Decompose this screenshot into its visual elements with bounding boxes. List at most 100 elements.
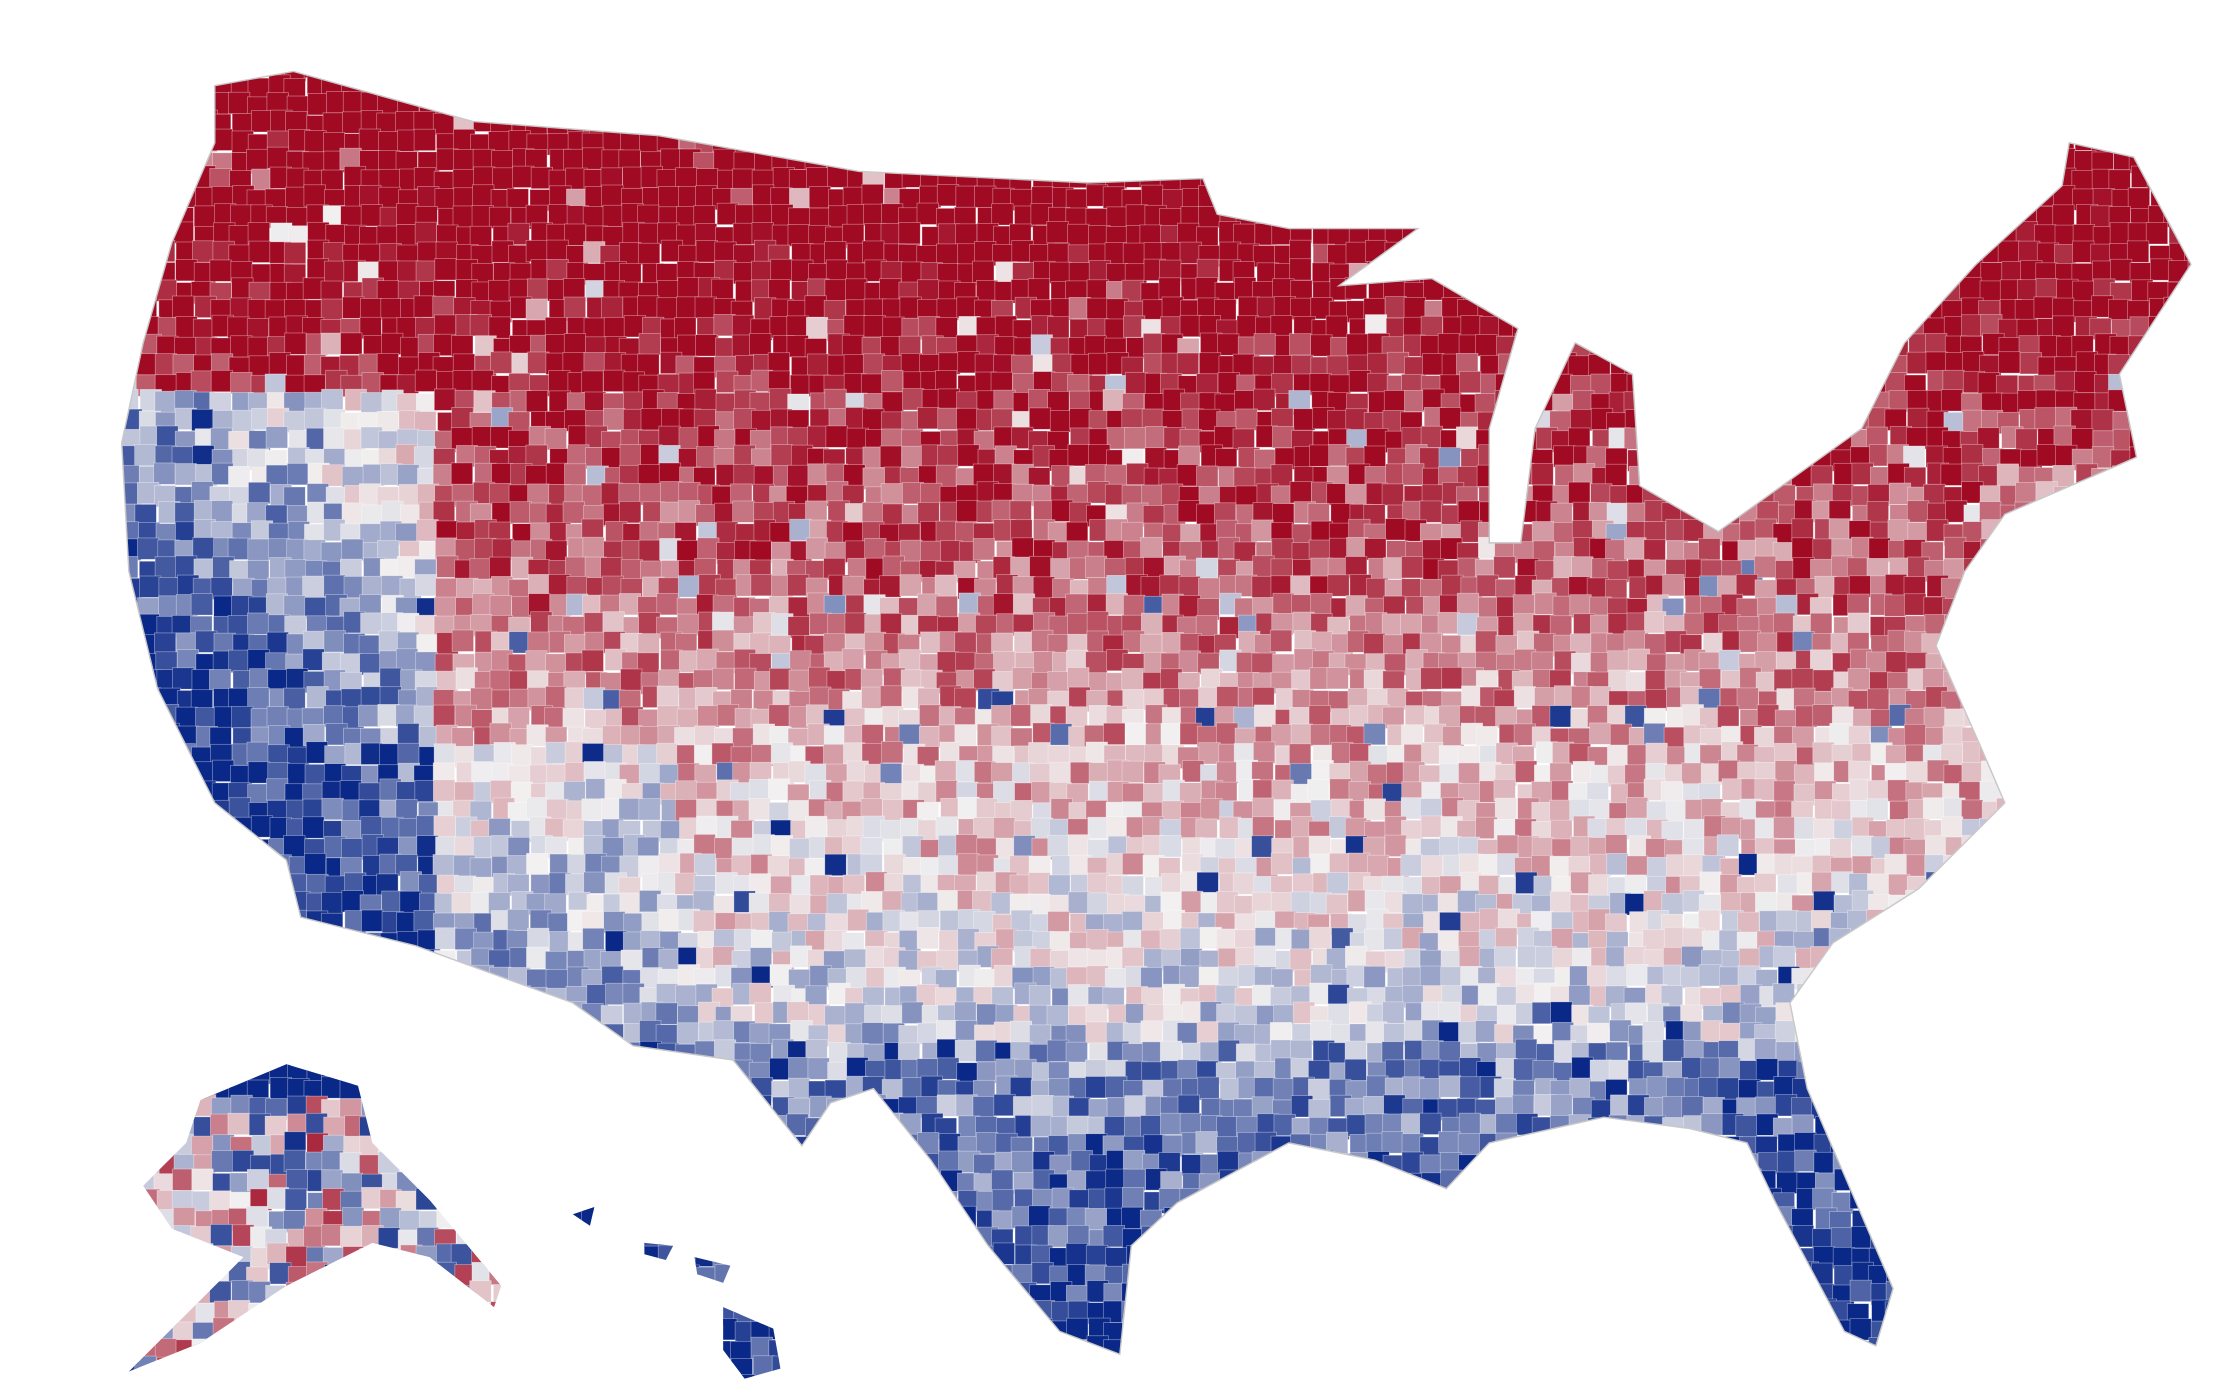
county [1033,651,1056,674]
county [1440,73,1463,96]
county [1609,723,1633,746]
county [750,78,773,101]
county [1255,166,1279,189]
county [136,537,160,560]
county [824,388,847,411]
county [841,648,865,671]
county [1810,374,1834,397]
county [1699,262,1722,285]
county [1680,71,1703,81]
county [2163,408,2187,431]
county [2204,557,2220,578]
county [805,537,829,560]
county [1307,779,1330,802]
county [1294,110,1317,133]
county [1331,204,1354,228]
county [304,852,327,876]
county [789,838,812,861]
county [1644,371,1667,394]
county [1796,319,1819,342]
county [1775,221,1798,244]
county [1121,147,1144,170]
county [2056,71,2079,81]
county [1828,518,1851,541]
county [2072,280,2095,303]
county [1812,295,1835,318]
county [1717,296,1740,319]
county [879,95,902,118]
county [1420,815,1443,838]
county [1532,168,1555,192]
county [1569,243,1592,266]
county [121,820,140,843]
county [1719,226,1742,249]
county [1219,92,1242,116]
county [416,835,439,858]
county [1479,72,1502,95]
county [121,688,144,711]
county [121,704,122,727]
county [1811,113,1835,136]
county [323,574,346,597]
county [1383,206,1406,229]
county [602,611,625,634]
county [2167,742,2190,766]
county [2147,465,2170,488]
county [1605,539,1628,562]
county [2034,834,2057,857]
county [247,612,270,635]
county [1590,94,1613,117]
county [2015,723,2038,746]
county [769,668,792,691]
county [1013,71,1036,77]
county [1979,708,2003,731]
county [1740,71,1764,82]
county [1570,184,1593,207]
county [1905,263,1928,286]
county [1904,593,1927,616]
county [1628,298,1652,321]
county [1776,149,1799,172]
county [636,836,660,859]
county [1438,151,1461,174]
county [137,133,160,156]
county [2186,166,2191,189]
county [1554,318,1577,341]
county [2168,613,2191,636]
county [1178,71,1201,78]
county [2036,726,2060,750]
county [2014,92,2038,115]
county [413,167,437,190]
county [1216,722,1239,745]
county [1383,152,1407,175]
county [1158,277,1181,300]
county [303,184,326,207]
county [2126,94,2149,117]
county [323,260,347,283]
county [232,409,255,433]
county [656,593,679,616]
county [190,593,213,616]
county [1774,76,1797,99]
county [1851,133,1874,157]
county [1940,165,1963,189]
county [156,838,180,861]
county [1940,71,1963,81]
county [1402,167,1426,190]
county [935,520,958,543]
county [1645,130,1668,153]
county [1758,185,1781,208]
county [1456,426,1479,449]
county [562,278,586,301]
county [1251,75,1274,99]
county [1644,277,1667,300]
county [1718,130,1741,153]
county [175,764,198,787]
county [121,388,139,412]
county [1624,206,1647,230]
county [1866,111,1889,134]
county [1011,667,1035,690]
county [2182,557,2191,581]
county [1104,112,1127,135]
